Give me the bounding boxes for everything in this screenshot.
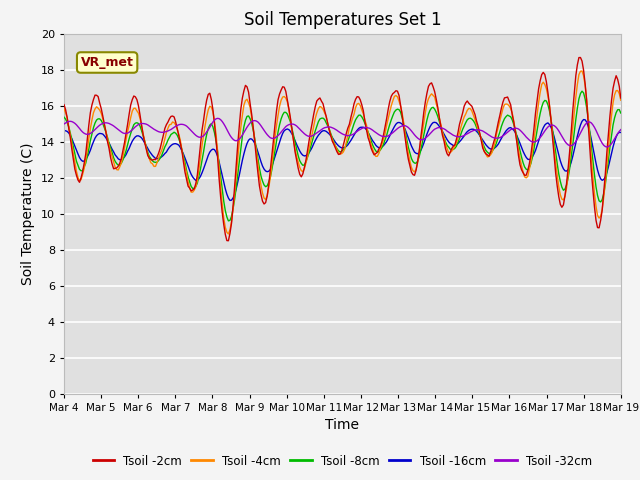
Legend: Tsoil -2cm, Tsoil -4cm, Tsoil -8cm, Tsoil -16cm, Tsoil -32cm: Tsoil -2cm, Tsoil -4cm, Tsoil -8cm, Tsoi… xyxy=(88,450,597,472)
X-axis label: Time: Time xyxy=(325,418,360,432)
Text: VR_met: VR_met xyxy=(81,56,134,69)
Y-axis label: Soil Temperature (C): Soil Temperature (C) xyxy=(21,143,35,285)
Title: Soil Temperatures Set 1: Soil Temperatures Set 1 xyxy=(244,11,441,29)
